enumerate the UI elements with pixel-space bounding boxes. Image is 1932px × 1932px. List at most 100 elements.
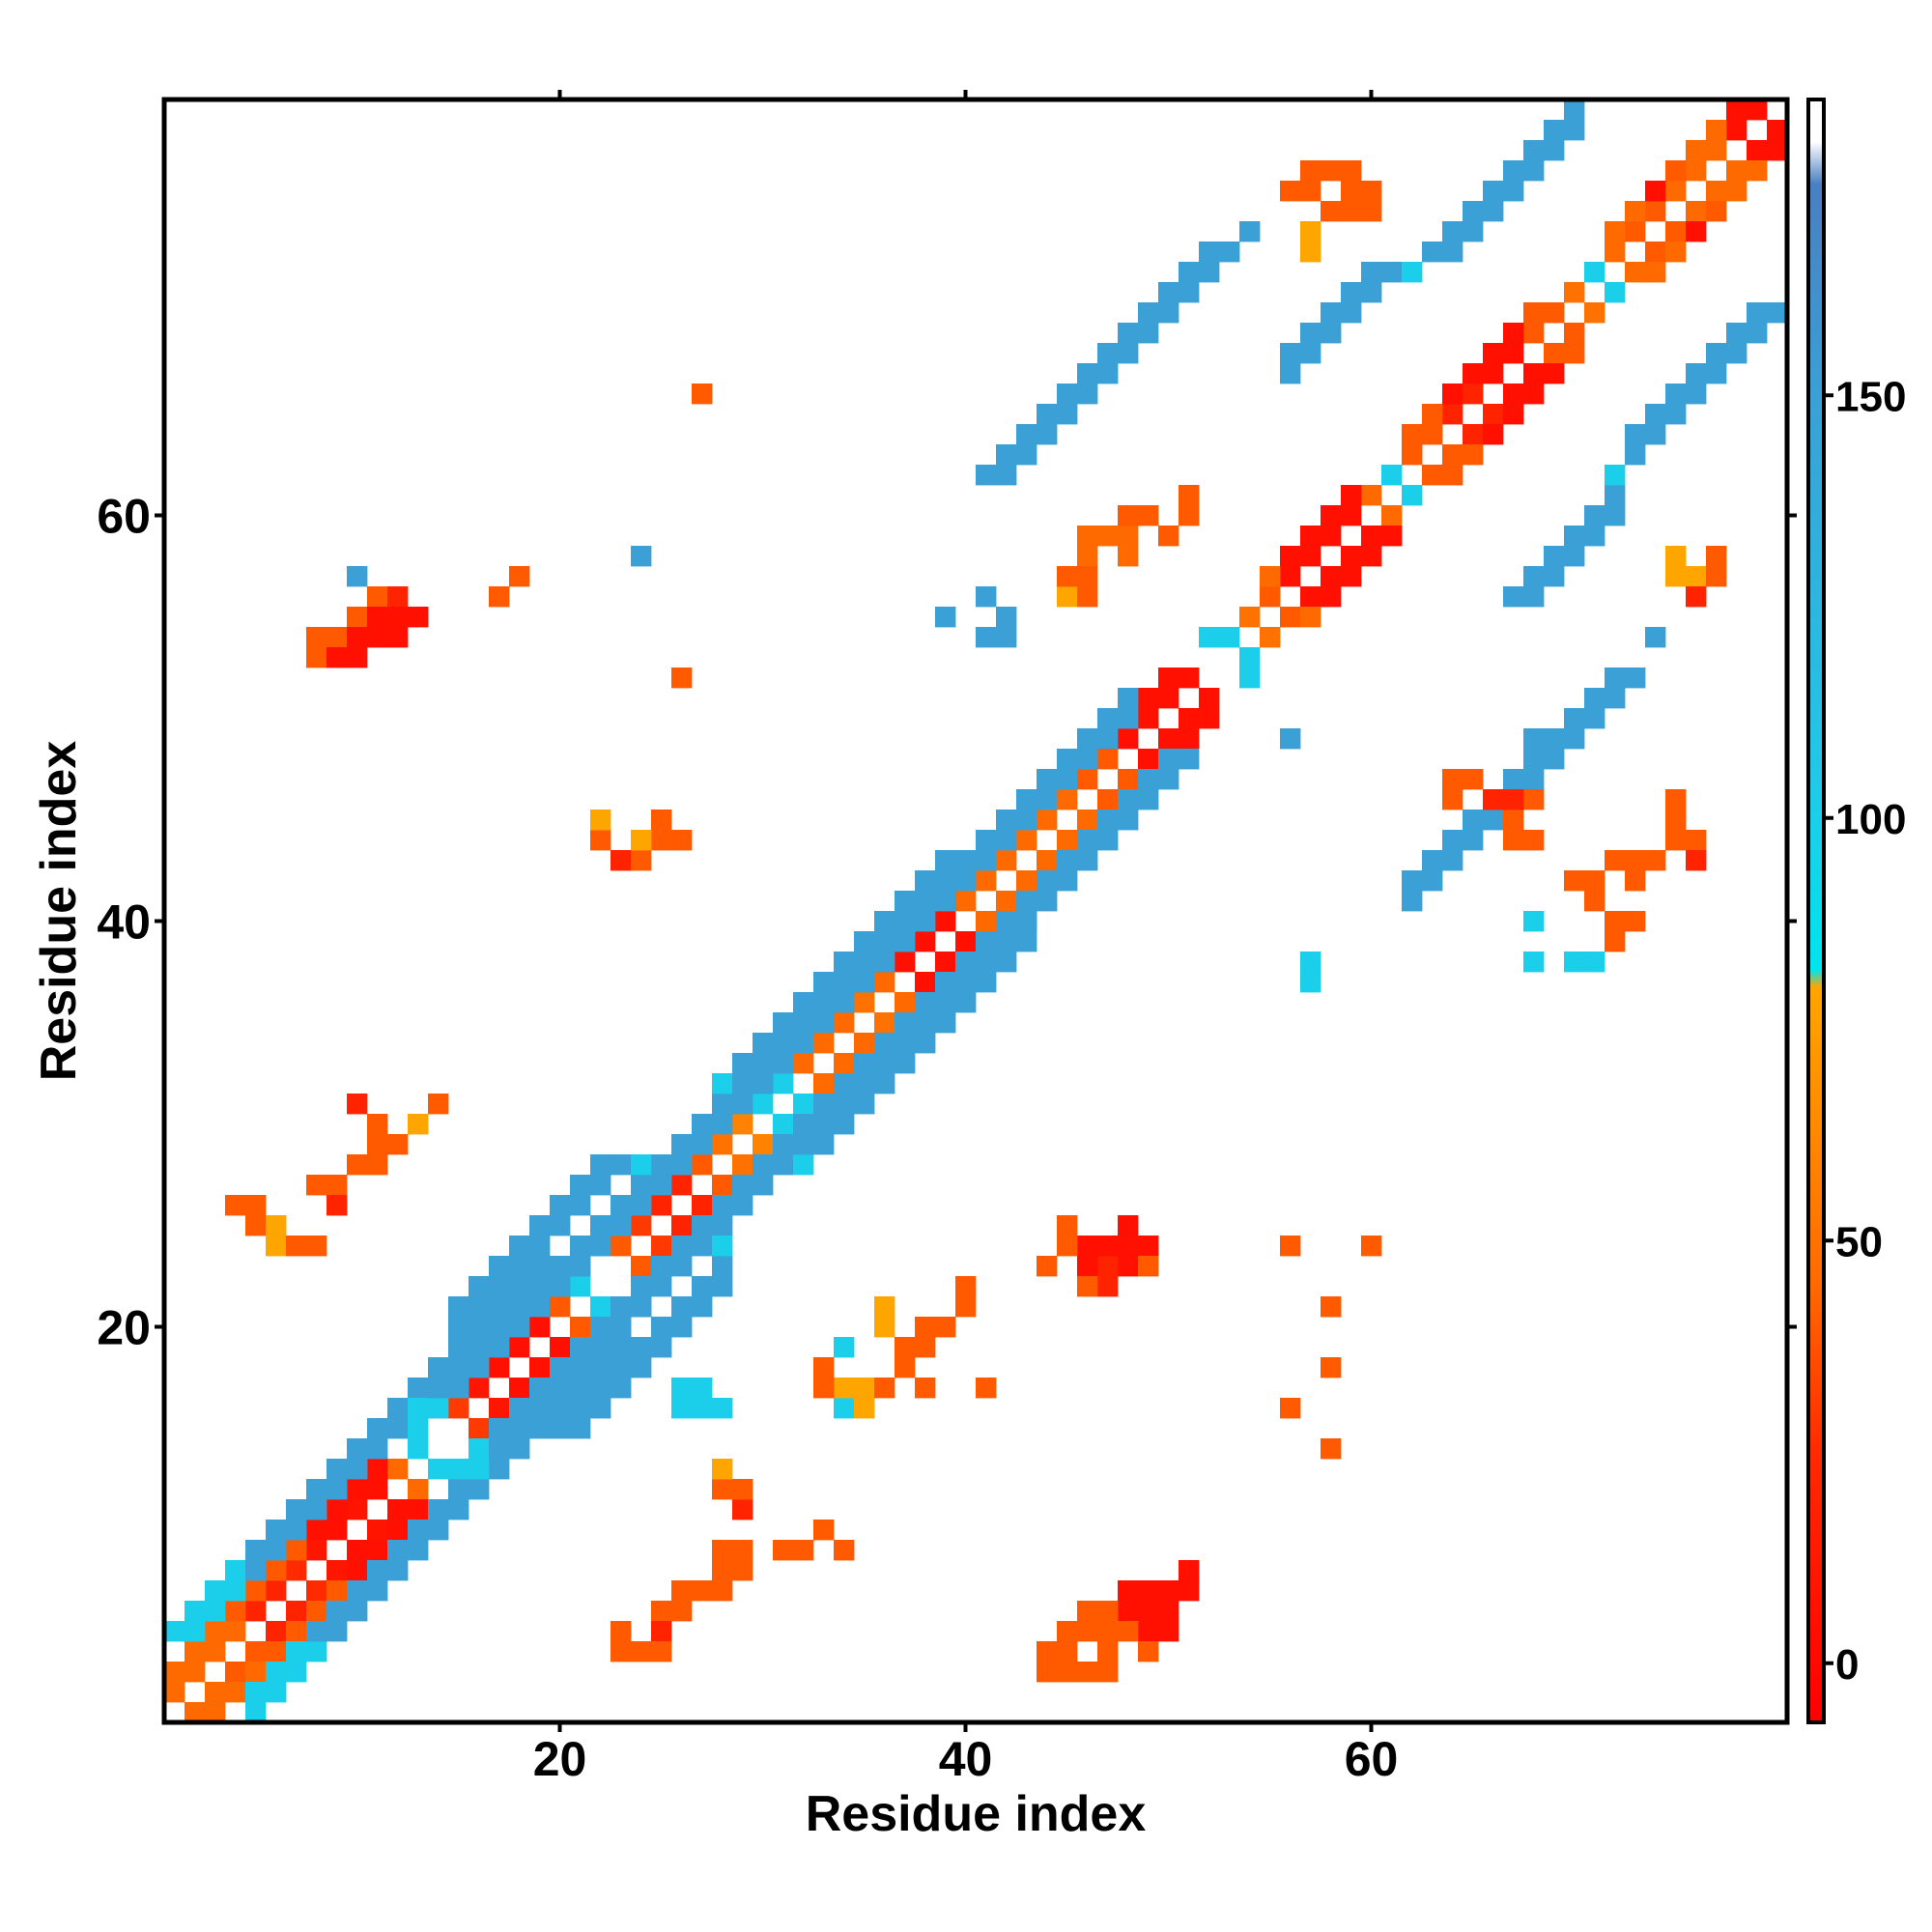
heatmap-cell bbox=[428, 1520, 449, 1541]
heatmap-cell bbox=[347, 1459, 368, 1480]
heatmap-cell bbox=[306, 647, 327, 668]
heatmap-cell bbox=[245, 1215, 267, 1236]
heatmap-cell bbox=[631, 850, 652, 871]
heatmap-cell bbox=[976, 830, 997, 851]
heatmap-cell bbox=[1767, 140, 1788, 161]
heatmap-cell bbox=[1118, 708, 1139, 729]
heatmap-cell bbox=[428, 1398, 449, 1419]
heatmap-cell bbox=[1199, 627, 1220, 648]
heatmap-cell bbox=[1037, 769, 1058, 790]
heatmap-cell bbox=[266, 1682, 287, 1703]
heatmap-cell bbox=[1016, 810, 1037, 831]
heatmap-cell bbox=[874, 972, 895, 993]
heatmap-cell bbox=[327, 627, 348, 648]
heatmap-cell bbox=[1665, 160, 1687, 182]
heatmap-cell bbox=[671, 1175, 693, 1196]
heatmap-cell bbox=[671, 1154, 693, 1176]
heatmap-cell bbox=[793, 1154, 814, 1176]
heatmap-cell bbox=[692, 1236, 713, 1257]
heatmap-cell bbox=[448, 1357, 469, 1378]
heatmap-cell bbox=[205, 1580, 226, 1602]
heatmap-cell bbox=[712, 1276, 733, 1297]
heatmap-cell bbox=[692, 1296, 713, 1318]
heatmap-cell bbox=[671, 1296, 693, 1318]
heatmap-cell bbox=[813, 1073, 835, 1094]
heatmap-cell bbox=[286, 1560, 307, 1581]
heatmap-cell bbox=[1341, 302, 1362, 324]
heatmap-cell bbox=[367, 1580, 388, 1602]
heatmap-cell bbox=[469, 1378, 490, 1399]
heatmap-cell bbox=[1077, 363, 1098, 384]
heatmap-cell bbox=[1138, 789, 1159, 810]
heatmap-cell bbox=[1280, 343, 1301, 364]
heatmap-cell bbox=[1584, 891, 1605, 912]
heatmap-cell bbox=[408, 1479, 429, 1500]
heatmap-cell bbox=[1300, 181, 1321, 202]
heatmap-cell bbox=[813, 1012, 835, 1034]
heatmap-cell bbox=[611, 1296, 632, 1318]
heatmap-cell bbox=[732, 1114, 753, 1135]
heatmap-cell bbox=[1605, 505, 1626, 526]
heatmap-cell bbox=[1341, 485, 1362, 506]
heatmap-cell bbox=[1118, 810, 1139, 831]
heatmap-cell bbox=[245, 1682, 267, 1703]
heatmap-cell bbox=[1605, 242, 1626, 263]
heatmap-cell bbox=[1706, 181, 1727, 202]
heatmap-cell bbox=[955, 1276, 977, 1297]
heatmap-cell bbox=[671, 1398, 693, 1419]
heatmap-cell bbox=[976, 952, 997, 973]
heatmap-cell bbox=[1118, 1621, 1139, 1642]
heatmap-cell bbox=[1138, 1236, 1159, 1257]
heatmap-cell bbox=[651, 1175, 672, 1196]
heatmap-cell bbox=[611, 1641, 632, 1662]
heatmap-cell bbox=[529, 1236, 551, 1257]
heatmap-cell bbox=[367, 1479, 388, 1500]
heatmap-cell bbox=[813, 1114, 835, 1135]
heatmap-cell bbox=[387, 1398, 409, 1419]
heatmap-cell bbox=[611, 1621, 632, 1642]
heatmap-cell bbox=[834, 1378, 855, 1399]
heatmap-cell bbox=[1016, 424, 1037, 445]
heatmap-cell bbox=[185, 1601, 206, 1622]
heatmap-cell bbox=[266, 1540, 287, 1561]
heatmap-cell bbox=[1605, 850, 1626, 871]
heatmap-cell bbox=[1057, 749, 1078, 770]
heatmap-cell bbox=[570, 1317, 591, 1338]
heatmap-cell bbox=[1381, 262, 1403, 283]
heatmap-cell bbox=[509, 1337, 530, 1358]
heatmap-cell bbox=[895, 1053, 916, 1074]
heatmap-cell bbox=[448, 1378, 469, 1399]
y-tick-label: 60 bbox=[97, 490, 151, 544]
heatmap-cell bbox=[529, 1398, 551, 1419]
heatmap-cell bbox=[266, 1215, 287, 1236]
heatmap-cell bbox=[1523, 323, 1545, 344]
heatmap-cell bbox=[1118, 728, 1139, 750]
heatmap-cell bbox=[1361, 201, 1382, 222]
heatmap-cell bbox=[935, 972, 956, 993]
heatmap-cell bbox=[1584, 688, 1605, 709]
heatmap-cell bbox=[1726, 120, 1747, 141]
heatmap-cell bbox=[1544, 343, 1565, 364]
heatmap-cell bbox=[935, 1317, 956, 1338]
heatmap-cell bbox=[1564, 546, 1585, 567]
heatmap-cell bbox=[1381, 465, 1403, 486]
heatmap-cell bbox=[1179, 1560, 1200, 1581]
heatmap-cell bbox=[1118, 526, 1139, 547]
heatmap-cell bbox=[1503, 323, 1524, 344]
heatmap-cell bbox=[1158, 769, 1179, 790]
heatmap-cell bbox=[712, 1114, 733, 1135]
heatmap-cell bbox=[1665, 242, 1687, 263]
heatmap-cell bbox=[915, 911, 936, 932]
heatmap-cell bbox=[1442, 769, 1463, 790]
heatmap-cell bbox=[448, 1459, 469, 1480]
heatmap-cell bbox=[854, 1053, 875, 1074]
heatmap-cell bbox=[469, 1418, 490, 1439]
heatmap-cell bbox=[570, 1357, 591, 1378]
heatmap-cell bbox=[1138, 769, 1159, 790]
heatmap-cell bbox=[1321, 160, 1342, 182]
heatmap-cell bbox=[1097, 728, 1119, 750]
heatmap-cell bbox=[387, 1418, 409, 1439]
heatmap-cell bbox=[976, 931, 997, 952]
heatmap-cell bbox=[529, 1317, 551, 1338]
